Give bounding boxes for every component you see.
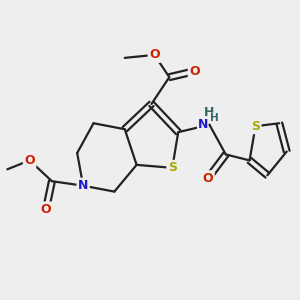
Text: O: O [189, 65, 200, 78]
Text: S: S [251, 120, 260, 133]
Text: N: N [78, 179, 88, 192]
Text: O: O [24, 154, 35, 167]
Text: H: H [210, 113, 219, 123]
Text: O: O [149, 48, 160, 62]
Text: S: S [168, 161, 177, 174]
Text: H: H [204, 106, 214, 119]
Text: O: O [202, 172, 213, 185]
Text: O: O [41, 203, 51, 216]
Text: N: N [198, 118, 208, 131]
